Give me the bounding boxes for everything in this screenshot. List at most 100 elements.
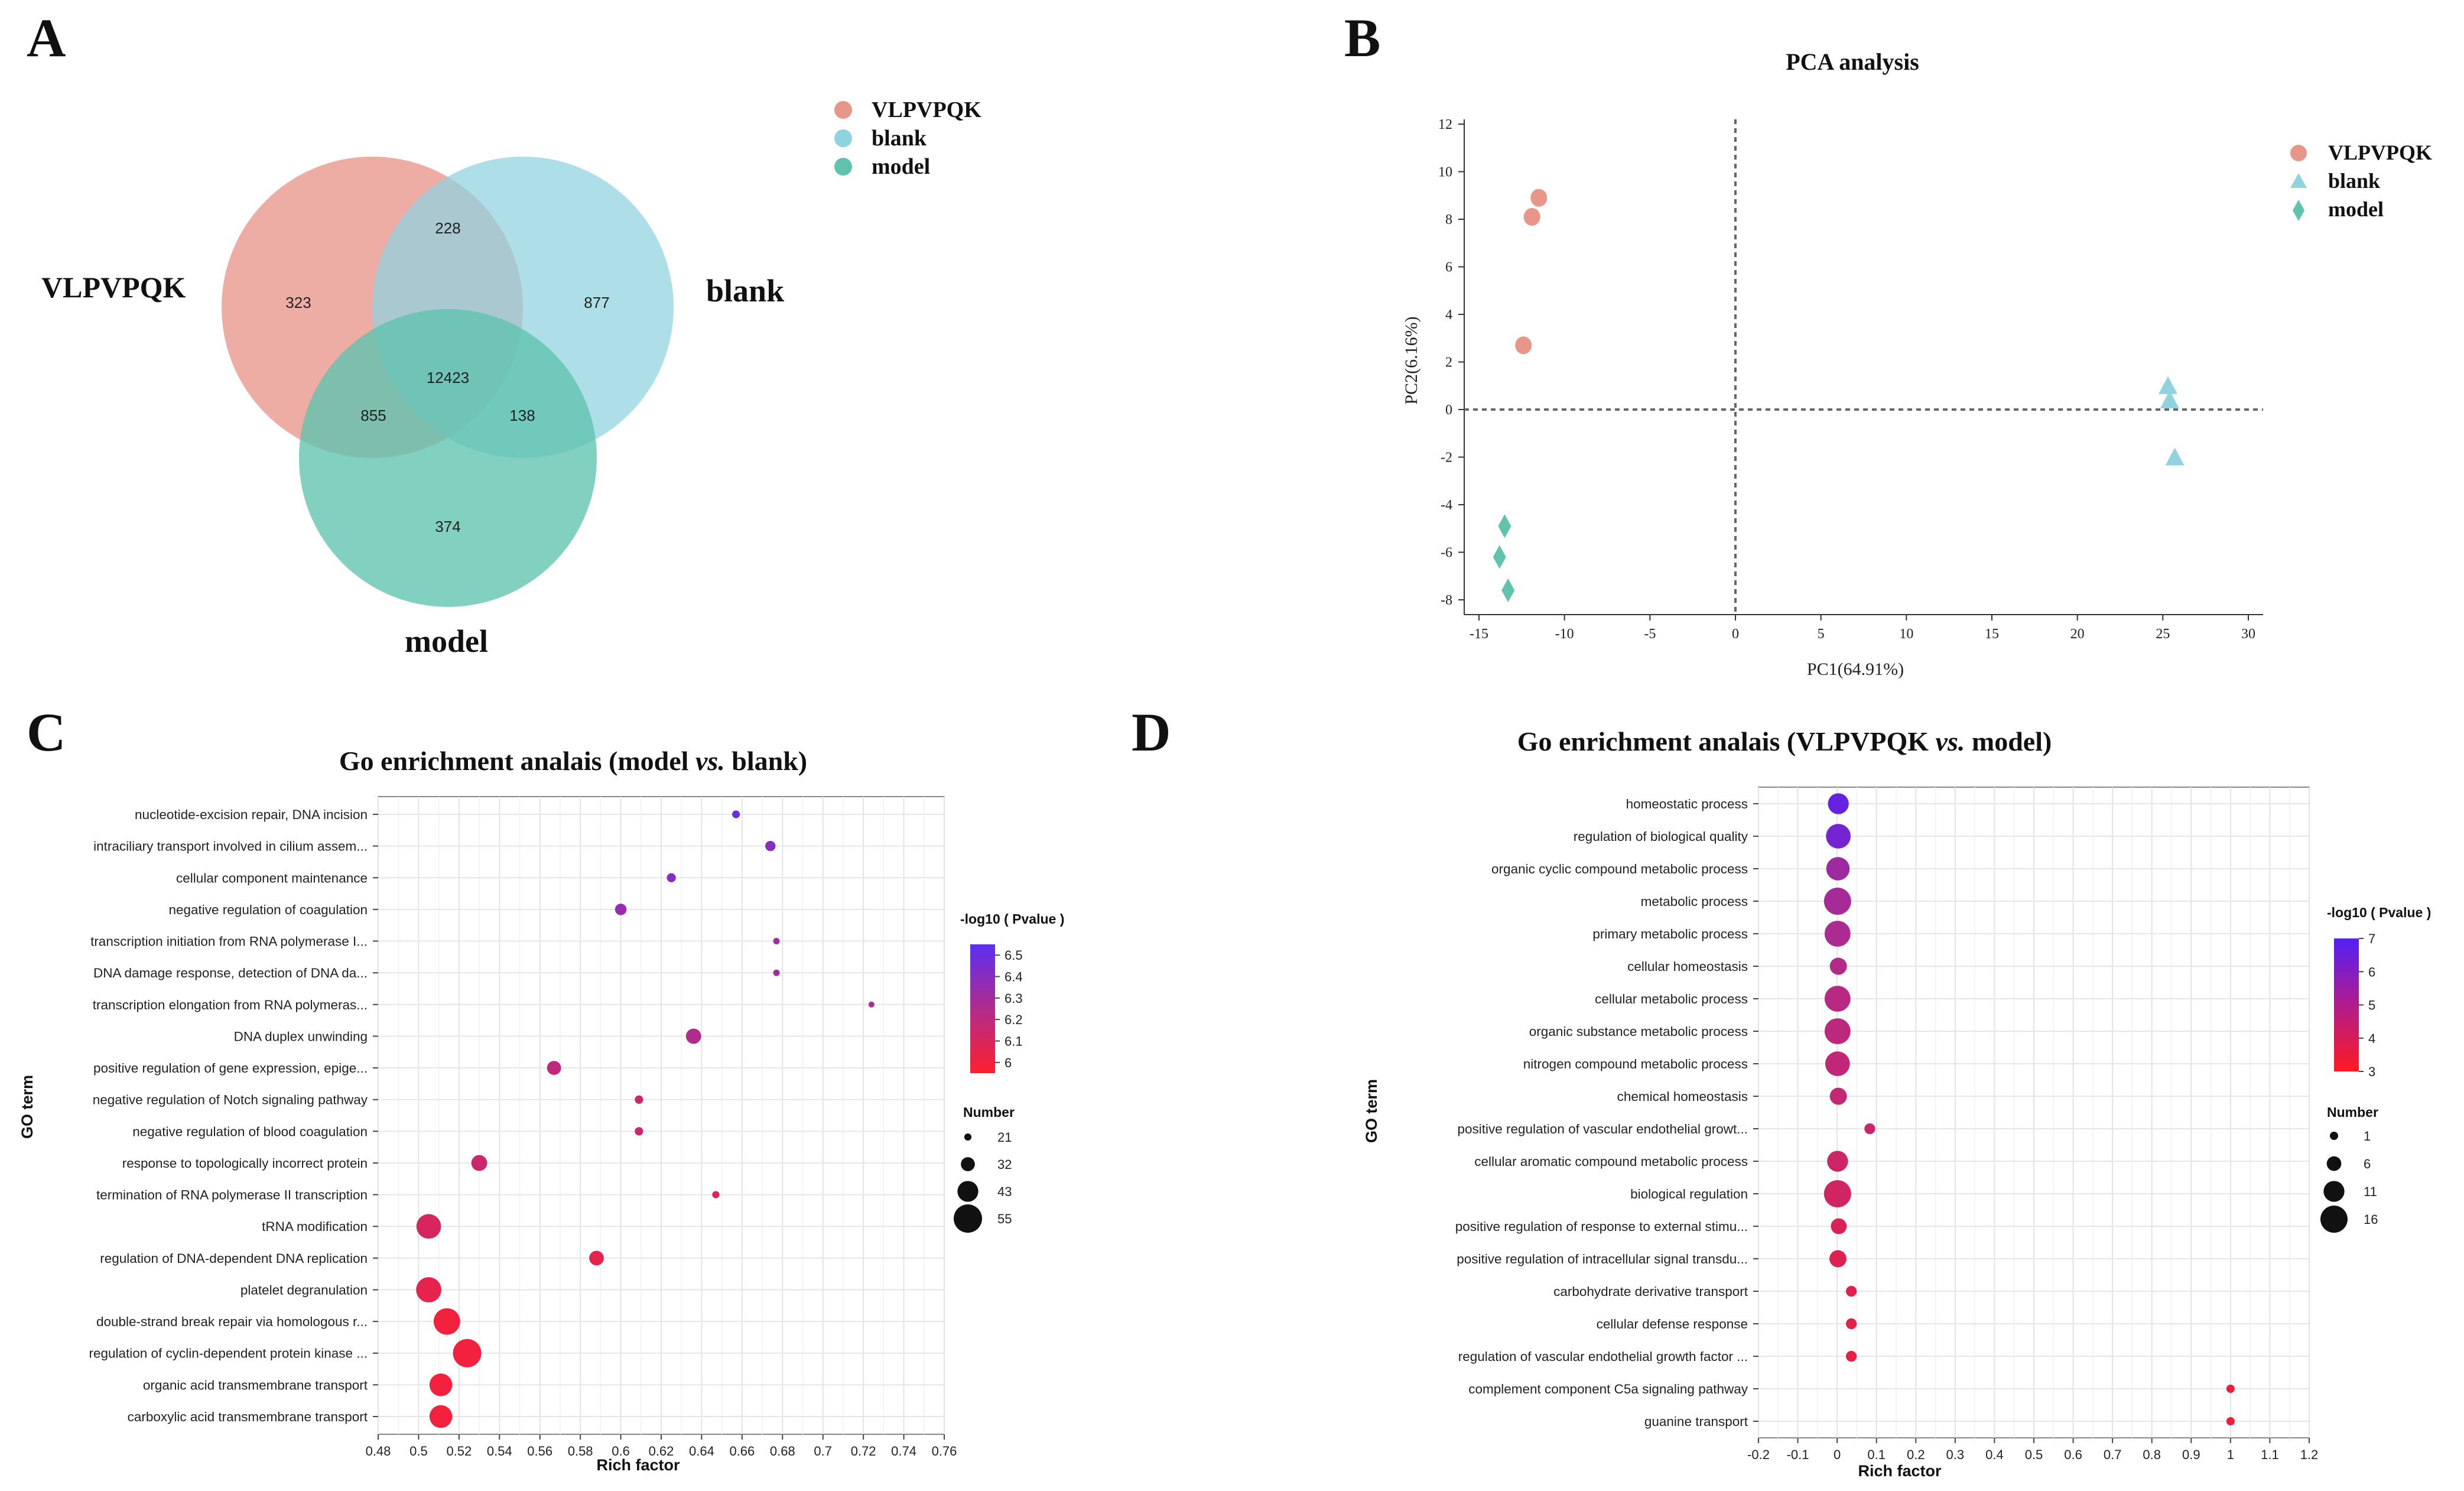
go-c-size-legend-dot — [964, 1133, 972, 1141]
pca-point-model — [1493, 545, 1506, 569]
pca-x-tick-label: 25 — [2156, 626, 2170, 642]
go-c-point — [635, 1095, 643, 1104]
panel-label-c: C — [27, 702, 66, 762]
venn-label-vlpvpqk: VLPVPQK — [41, 271, 186, 304]
go-d-x-tick-label: 0.5 — [2025, 1447, 2043, 1462]
pca-x-tick-label: 10 — [1899, 626, 1913, 642]
go-d-term-label: cellular homeostasis — [1627, 959, 1748, 974]
go-c-point — [773, 969, 780, 976]
pca-legend: VLPVPQK blank model — [2290, 141, 2432, 221]
panel-label-a: A — [27, 8, 66, 68]
go-d-x-tick-label: 0.4 — [1985, 1447, 2004, 1462]
venn-region-vlpvpqk-blank: 228 — [435, 219, 460, 237]
go-d-point — [2226, 1385, 2235, 1393]
go-c-colorbar-tick-label: 6.1 — [1005, 1034, 1023, 1049]
go-d-point — [1845, 1318, 1857, 1330]
go-c-point — [615, 904, 627, 915]
go-d-point — [1828, 793, 1849, 814]
go-d-x-tick-label: 0.9 — [2182, 1447, 2200, 1462]
go-d-x-tick-label: 0.3 — [1946, 1447, 1965, 1462]
go-c-term-label: response to topologically incorrect prot… — [122, 1156, 368, 1171]
go-c-term-label: double-strand break repair via homologou… — [96, 1314, 368, 1329]
go-c-x-tick-label: 0.58 — [568, 1444, 593, 1458]
pca-y-tick-label: 2 — [1445, 355, 1452, 371]
venn-diagram: 323 228 877 12423 855 138 374 VLPVPQK bl… — [41, 98, 981, 659]
venn-legend-marker-vlpvpqk — [834, 101, 852, 119]
venn-legend-marker-model — [834, 158, 852, 176]
go-d-x-tick-label: 1.2 — [2300, 1447, 2319, 1462]
pca-y-tick-label: 0 — [1445, 402, 1452, 418]
go-c-size-legend-label: 32 — [997, 1157, 1012, 1172]
go-d-term-label: regulation of vascular endothelial growt… — [1458, 1349, 1748, 1364]
go-c-colorbar-tick-label: 6.5 — [1005, 948, 1023, 963]
go-c-size-legend-dot — [961, 1157, 975, 1171]
go-c-point — [685, 1028, 701, 1044]
go-c-x-tick-label: 0.54 — [487, 1444, 512, 1458]
go-d-colorbar-tick-label: 4 — [2368, 1031, 2375, 1046]
pca-point-model — [1498, 514, 1511, 538]
pca-xlabel: PC1(64.91%) — [1807, 660, 1904, 679]
go-d-title: Go enrichment analais (VLPVPQK vs. model… — [1517, 726, 2052, 756]
go-c-x-tick-label: 0.7 — [814, 1444, 832, 1458]
venn-region-only-blank: 877 — [584, 294, 609, 311]
venn-legend-marker-blank — [834, 129, 852, 147]
go-d-x-tick-label: -0.1 — [1787, 1447, 1809, 1462]
go-d-colorbar-tick-label: 7 — [2368, 931, 2375, 946]
venn-region-all: 12423 — [427, 369, 469, 386]
go-c-size-legend-label: 21 — [997, 1130, 1012, 1145]
pca-chart: PCA analysis -15 -10 -5 0 5 10 15 20 25 30-8-6-4-… — [1402, 48, 2432, 679]
pca-x-tick-label: 15 — [1985, 626, 1999, 642]
go-c-point — [429, 1373, 453, 1396]
go-d-point — [1827, 1151, 1848, 1172]
go-c-term-label: negative regulation of Notch signaling p… — [93, 1093, 368, 1107]
go-d-x-tick-label: 0.7 — [2104, 1447, 2122, 1462]
go-c-term-label: transcription elongation from RNA polyme… — [93, 998, 368, 1012]
pca-title: PCA analysis — [1786, 48, 1919, 75]
go-d-point — [1826, 824, 1851, 849]
go-d-term-label: positive regulation of intracellular sig… — [1457, 1252, 1748, 1266]
go-c-point — [547, 1061, 561, 1075]
go-d-colorbar-tick-label: 5 — [2368, 998, 2375, 1013]
go-c-term-label: positive regulation of gene expression, … — [93, 1061, 368, 1076]
go-d-term-label: metabolic process — [1641, 894, 1748, 909]
go-d-colorbar-tick-label: 6 — [2368, 964, 2375, 979]
pca-x-tick-label: 0 — [1732, 626, 1739, 642]
go-c-term-label: regulation of DNA-dependent DNA replicat… — [100, 1251, 368, 1266]
go-c-point — [471, 1155, 487, 1171]
go-c-x-tick-label: 0.62 — [649, 1444, 674, 1458]
venn-region-blank-model: 138 — [509, 407, 535, 424]
go-d-term-label: chemical homeostasis — [1617, 1089, 1748, 1104]
go-d-term-label: nitrogen compound metabolic process — [1523, 1057, 1748, 1071]
pca-legend-vlpvpqk: VLPVPQK — [2328, 141, 2432, 164]
go-c-term-label: carboxylic acid transmembrane transport — [128, 1409, 368, 1424]
go-c-colorbar — [970, 944, 995, 1073]
go-d-x-tick-label: 1 — [2227, 1447, 2234, 1462]
go-d-colorbar — [2334, 938, 2359, 1071]
pca-point-blank — [2159, 376, 2178, 394]
go-d-term-label: regulation of biological quality — [1574, 829, 1748, 844]
venn-label-blank: blank — [706, 273, 784, 308]
go-c-point — [589, 1250, 604, 1266]
go-c-term-label: tRNA modification — [262, 1219, 368, 1234]
venn-legend-vlpvpqk: VLPVPQK — [872, 98, 981, 122]
pca-legend-blank: blank — [2328, 169, 2380, 193]
go-c-term-label: negative regulation of blood coagulation — [132, 1124, 368, 1139]
go-d-point — [1824, 1018, 1851, 1044]
go-d-size-legend-label: 16 — [2364, 1212, 2378, 1227]
go-d-xlabel: Rich factor — [1858, 1462, 1942, 1480]
pca-y-tick-label: 4 — [1445, 307, 1452, 323]
pca-y-tick-label: 6 — [1445, 260, 1452, 275]
pca-y-tick-label: 10 — [1438, 165, 1452, 180]
go-d-term-label: positive regulation of vascular endothel… — [1457, 1122, 1748, 1136]
go-d-term-label: organic substance metabolic process — [1529, 1024, 1748, 1039]
go-c-point — [773, 937, 780, 945]
go-c-term-label: transcription initiation from RNA polyme… — [90, 934, 368, 949]
pca-legend-model: model — [2328, 197, 2384, 221]
go-d-term-label: primary metabolic process — [1592, 927, 1748, 941]
go-c-point — [416, 1214, 441, 1239]
go-c-colorbar-tick-label: 6.2 — [1005, 1012, 1023, 1027]
go-d-term-label: cellular defense response — [1597, 1317, 1748, 1331]
pca-x-tick-label: 5 — [1818, 626, 1825, 642]
pca-point-model — [1501, 578, 1515, 602]
go-d-term-label: homeostatic process — [1626, 797, 1748, 811]
